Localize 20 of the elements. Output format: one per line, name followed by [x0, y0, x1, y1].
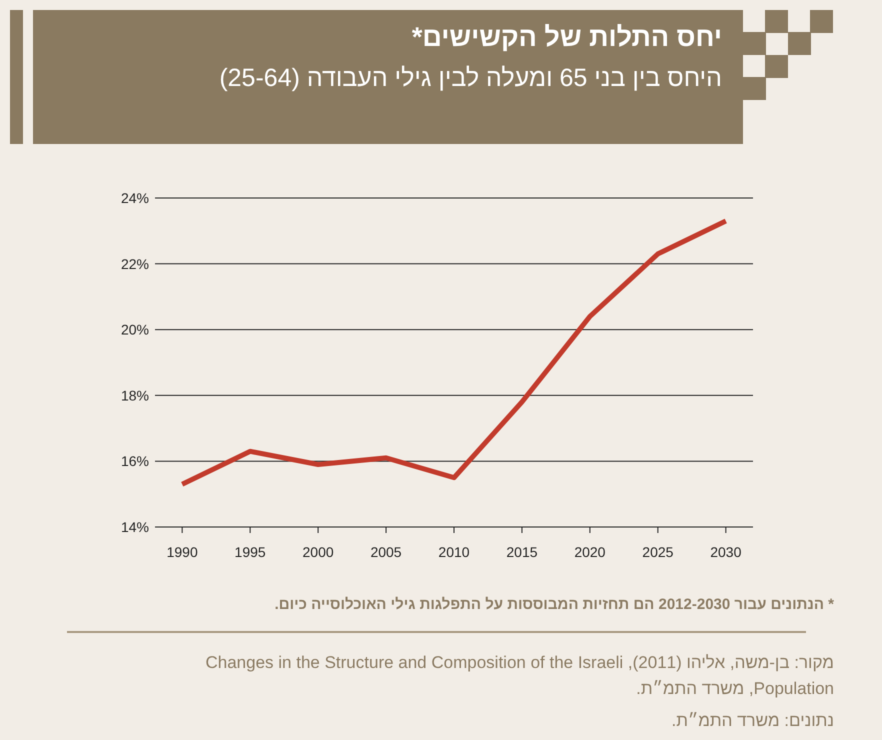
y-tick-label: 18%: [120, 387, 149, 404]
x-tick-label: 2030: [710, 544, 742, 560]
x-tick-label: 2000: [302, 544, 334, 560]
x-tick-label: 2010: [438, 544, 470, 560]
y-tick-label: 14%: [120, 519, 149, 535]
x-tick-label: 1995: [234, 544, 266, 560]
x-tick-label: 2015: [506, 544, 538, 560]
chart-title: יחס התלות של הקשישים*: [410, 22, 722, 53]
text: נתונים: משרד התמ״ת.: [670, 710, 834, 732]
x-tick-label: 2020: [574, 544, 606, 560]
x-tick-label: 1990: [166, 544, 198, 560]
x-tick-label: 2005: [370, 544, 402, 560]
y-tick-label: 24%: [120, 190, 149, 206]
x-tick-label: 2025: [642, 544, 674, 560]
y-tick-label: 16%: [120, 453, 149, 470]
chart-subtitle: היחס בין בני 65 ומעלה לבין גילי העבודה (25-64): [218, 64, 722, 93]
text: מקור: בן-משה, אליהו (2011), Changes in the Structure and Composition of the Israeli Population, משרד התמ״ת.: [204, 652, 834, 700]
text: * הנתונים עבור 2012-2030 הם תחזיות המבוססות על התפלגות גילי האוכלוסייה כיום.: [274, 595, 834, 615]
y-tick-label: 20%: [120, 322, 149, 338]
y-tick-label: 22%: [120, 256, 149, 272]
